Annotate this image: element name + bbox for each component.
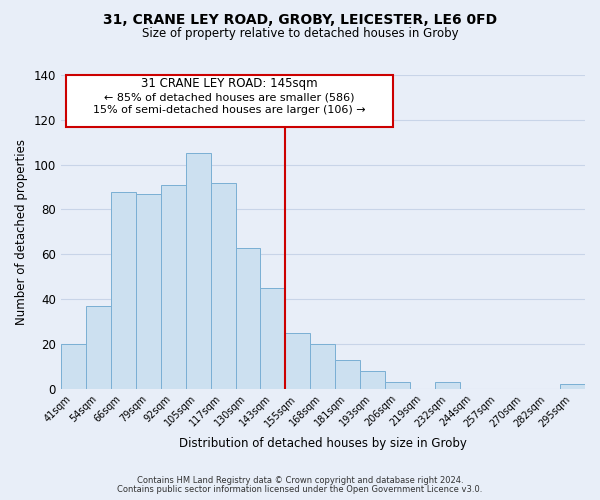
- Bar: [136, 194, 161, 389]
- Bar: [435, 382, 460, 389]
- Bar: [161, 185, 185, 389]
- Text: ← 85% of detached houses are smaller (586): ← 85% of detached houses are smaller (58…: [104, 92, 355, 102]
- X-axis label: Distribution of detached houses by size in Groby: Distribution of detached houses by size …: [179, 437, 467, 450]
- Bar: [61, 344, 86, 389]
- Text: Contains HM Land Registry data © Crown copyright and database right 2024.: Contains HM Land Registry data © Crown c…: [137, 476, 463, 485]
- Bar: [385, 382, 410, 389]
- Bar: [335, 360, 361, 389]
- Text: 31 CRANE LEY ROAD: 145sqm: 31 CRANE LEY ROAD: 145sqm: [141, 78, 317, 90]
- Bar: [111, 192, 136, 389]
- Text: Contains public sector information licensed under the Open Government Licence v3: Contains public sector information licen…: [118, 485, 482, 494]
- Bar: [260, 288, 286, 389]
- Text: 31, CRANE LEY ROAD, GROBY, LEICESTER, LE6 0FD: 31, CRANE LEY ROAD, GROBY, LEICESTER, LE…: [103, 12, 497, 26]
- Bar: [185, 154, 211, 389]
- Bar: [286, 333, 310, 389]
- Bar: [560, 384, 585, 389]
- Bar: [310, 344, 335, 389]
- Bar: [361, 371, 385, 389]
- Bar: [236, 248, 260, 389]
- Y-axis label: Number of detached properties: Number of detached properties: [15, 139, 28, 325]
- Text: 15% of semi-detached houses are larger (106) →: 15% of semi-detached houses are larger (…: [93, 105, 365, 115]
- Bar: [86, 306, 111, 389]
- Bar: [211, 182, 236, 389]
- Text: Size of property relative to detached houses in Groby: Size of property relative to detached ho…: [142, 28, 458, 40]
